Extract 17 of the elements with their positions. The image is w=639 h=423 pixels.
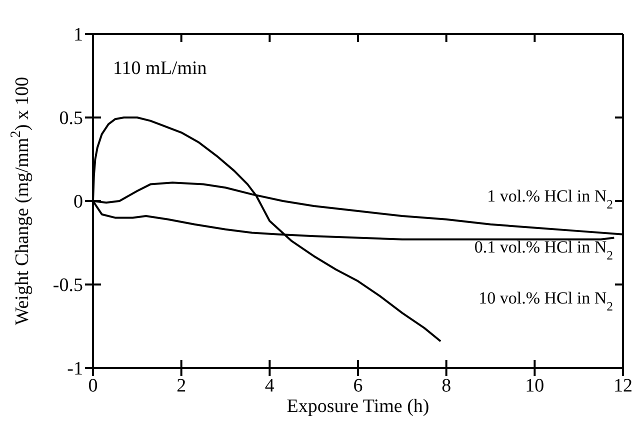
y-tick-label: -0.5 — [52, 275, 83, 296]
x-tick-label: 4 — [264, 375, 275, 396]
y-tick-label: 0 — [74, 192, 83, 213]
x-tick-label: 8 — [442, 375, 452, 396]
x-tick-label: 10 — [525, 375, 544, 396]
legend-label: 1 vol.% HCl in N$_{2}$ — [487, 186, 613, 212]
series-label: 0.1 vol.% HCl in N$_{2}$ — [474, 238, 613, 263]
y-tick-label: 1 — [74, 24, 83, 46]
x-tick-label: 2 — [176, 375, 186, 396]
text: 10 vol.% HCl in N$_{2}$ — [478, 288, 613, 314]
y-tick-label: 0.5 — [59, 108, 83, 130]
x-tick-label: 0 — [88, 375, 98, 396]
x-axis-title: Exposure Time (h) — [286, 396, 430, 417]
x-tick-label: 12 — [614, 375, 632, 396]
annotation: 110 mL/min — [113, 58, 208, 79]
y-tick-label: -1 — [67, 358, 83, 380]
x-tick-label: 6 — [353, 375, 363, 396]
